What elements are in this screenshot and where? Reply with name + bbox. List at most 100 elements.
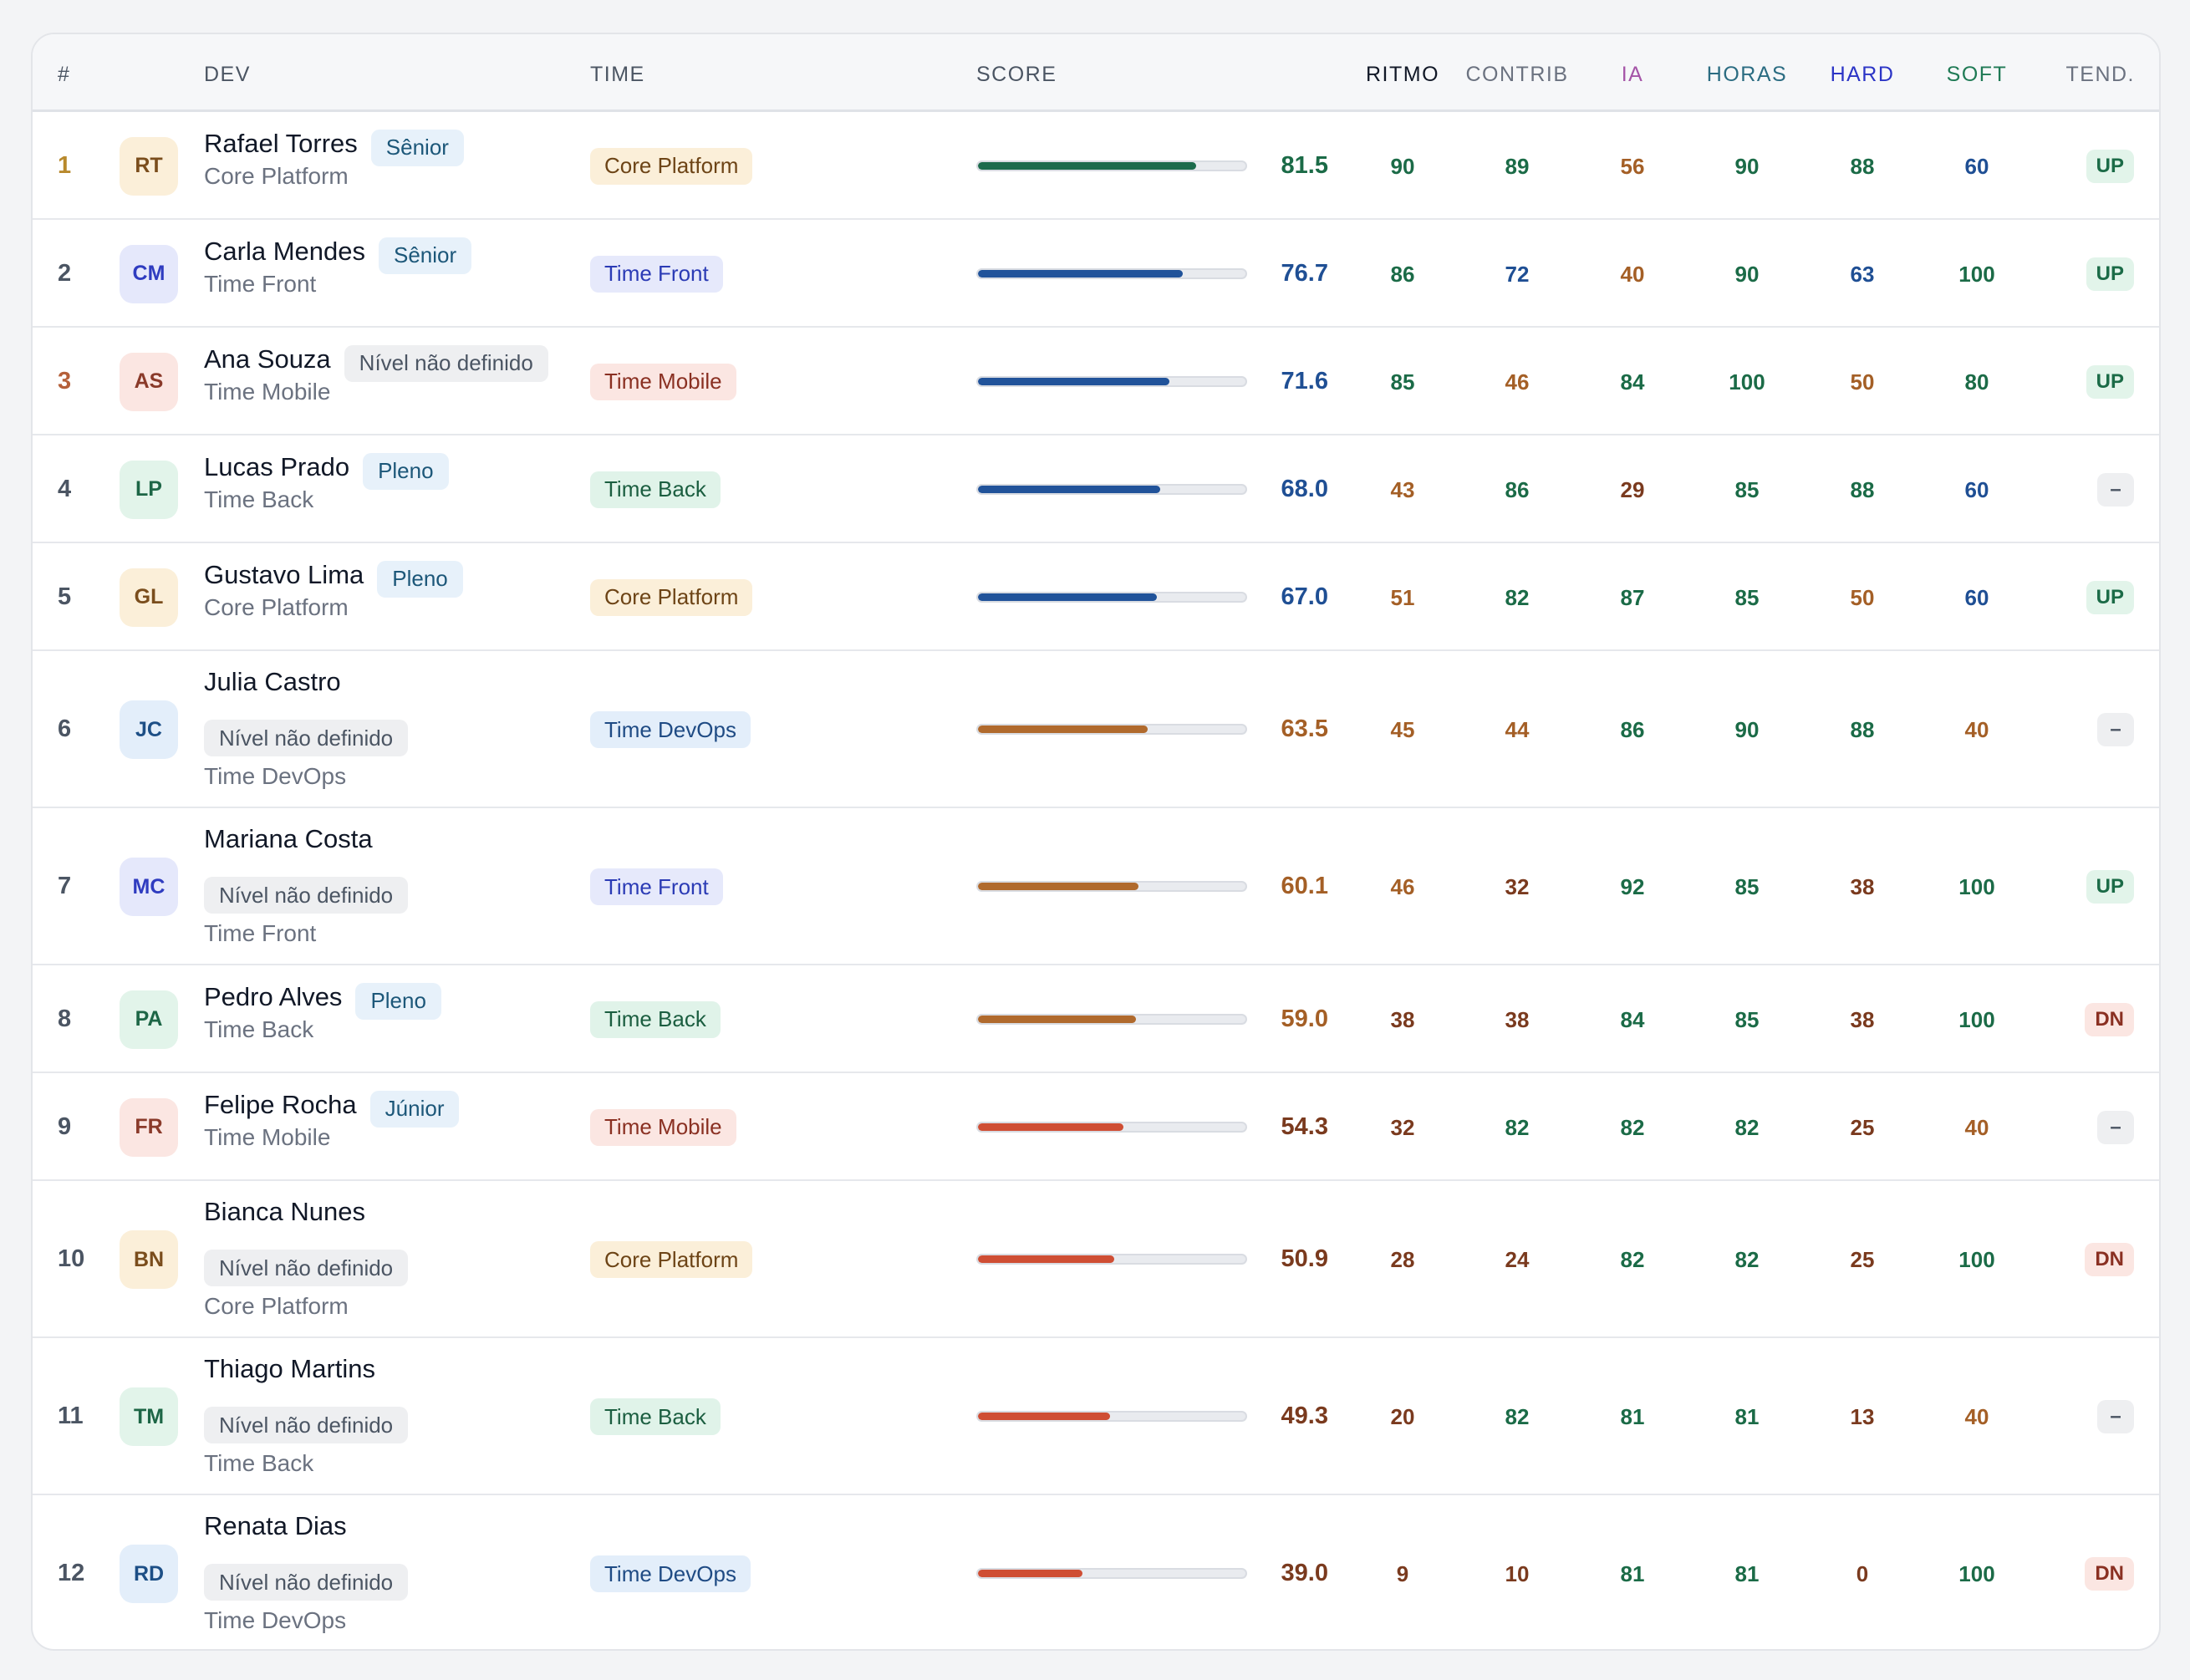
team-badge[interactable]: Time Mobile — [590, 363, 736, 400]
score-bar-fill — [978, 725, 1148, 733]
dev-name[interactable]: Felipe Rocha — [204, 1089, 357, 1119]
dev-team-subtitle: Core Platform — [204, 593, 349, 620]
dev-name[interactable]: Gustavo Lima — [204, 559, 364, 589]
score-bar — [976, 483, 1247, 495]
metric-ritmo: 9 — [1396, 1561, 1409, 1586]
dev-name[interactable]: Pedro Alves — [204, 981, 343, 1011]
col-score-header[interactable]: SCORE — [976, 63, 1057, 86]
team-badge[interactable]: Time Back — [590, 1000, 721, 1038]
level-badge: Nível não definido — [204, 877, 409, 914]
team-badge[interactable]: Time Front — [590, 255, 723, 293]
avatar: LP — [120, 460, 178, 519]
table-row[interactable]: 2 CM Carla Mendes Sênior Time Front Time Fron… — [33, 220, 2159, 328]
col-dev-header[interactable]: DEV — [204, 63, 251, 86]
metric-horas: 100 — [1729, 369, 1765, 395]
metric-ia: 81 — [1620, 1404, 1645, 1429]
metric-ia: 29 — [1620, 476, 1645, 502]
metric-contrib: 44 — [1505, 717, 1530, 742]
rank-number: 9 — [58, 1112, 72, 1140]
avatar: JC — [120, 700, 178, 759]
team-badge[interactable]: Core Platform — [590, 578, 753, 616]
dev-name[interactable]: Renata Dias — [204, 1511, 347, 1540]
score-bar — [976, 1013, 1247, 1025]
col-rank-header[interactable]: # — [58, 63, 71, 86]
team-badge[interactable]: Time Front — [590, 868, 723, 905]
metric-horas: 85 — [1734, 584, 1760, 610]
score-bar-fill — [978, 485, 1160, 493]
table-row[interactable]: 12 RD Renata Dias Nível não definido Time De… — [33, 1495, 2159, 1649]
team-badge[interactable]: Core Platform — [590, 1241, 753, 1278]
metric-soft: 60 — [1964, 584, 1989, 610]
dev-name[interactable]: Bianca Nunes — [204, 1197, 366, 1226]
avatar: CM — [120, 244, 178, 303]
team-badge[interactable]: Time DevOps — [590, 1555, 751, 1592]
score-value: 63.5 — [1281, 715, 1328, 742]
metric-contrib: 24 — [1505, 1247, 1530, 1272]
level-badge: Pleno — [377, 560, 463, 598]
dev-name[interactable]: Thiago Martins — [204, 1354, 376, 1383]
col-time-header[interactable]: TIME — [590, 63, 645, 86]
table-row[interactable]: 9 FR Felipe Rocha Júnior Time Mobile Time Mob… — [33, 1073, 2159, 1181]
team-badge[interactable]: Time Back — [590, 471, 721, 508]
col-hard-header[interactable]: HARD — [1830, 63, 1895, 86]
team-badge[interactable]: Core Platform — [590, 147, 753, 185]
score-value: 60.1 — [1281, 873, 1328, 899]
metric-contrib: 32 — [1505, 874, 1530, 899]
score-value: 49.3 — [1281, 1403, 1328, 1429]
avatar: FR — [120, 1097, 178, 1157]
dev-name[interactable]: Mariana Costa — [204, 824, 373, 853]
table-row[interactable]: 3 AS Ana Souza Nível não definido Time Mobil… — [33, 328, 2159, 435]
metric-ritmo: 20 — [1390, 1404, 1415, 1429]
metric-soft: 100 — [1958, 1247, 1995, 1272]
metric-ritmo: 28 — [1390, 1247, 1415, 1272]
table-row[interactable]: 10 BN Bianca Nunes Nível não definido Core P… — [33, 1181, 2159, 1338]
col-contrib-header[interactable]: CONTRIB — [1465, 63, 1569, 86]
metric-hard: 50 — [1850, 584, 1875, 610]
table-header: # DEV TIME SCORE RITMO CONTRIB IA HORAS … — [33, 34, 2159, 112]
table-row[interactable]: 8 PA Pedro Alves Pleno Time Back Time Back 59.… — [33, 965, 2159, 1073]
col-ritmo-header[interactable]: RITMO — [1365, 63, 1440, 86]
team-badge[interactable]: Time Mobile — [590, 1108, 736, 1146]
dev-team-subtitle: Time Back — [204, 1016, 314, 1042]
col-soft-header[interactable]: SOFT — [1946, 63, 2008, 86]
dev-name[interactable]: Lucas Prado — [204, 451, 350, 481]
metric-horas: 90 — [1734, 717, 1760, 742]
table-row[interactable]: 7 MC Mariana Costa Nível não definido Time F… — [33, 808, 2159, 965]
table-row[interactable]: 4 LP Lucas Prado Pleno Time Back Time Back 68.… — [33, 435, 2159, 543]
table-row[interactable]: 1 RT Rafael Torres Sênior Core Platform Core … — [33, 112, 2159, 220]
trend-badge: DN — [2085, 1557, 2134, 1591]
metric-horas: 90 — [1734, 153, 1760, 179]
metric-ia: 84 — [1620, 1006, 1645, 1032]
trend-badge: UP — [2086, 257, 2134, 291]
avatar: PA — [120, 990, 178, 1049]
dev-team-subtitle: Time Front — [204, 270, 317, 297]
level-badge: Nível não definido — [204, 1564, 409, 1601]
dev-name[interactable]: Rafael Torres — [204, 128, 358, 158]
avatar: RD — [120, 1545, 178, 1603]
score-bar — [976, 591, 1247, 603]
table-row[interactable]: 5 GL Gustavo Lima Pleno Core Platform Core Pl… — [33, 543, 2159, 651]
metric-soft: 80 — [1964, 369, 1989, 395]
metric-contrib: 38 — [1505, 1006, 1530, 1032]
dev-name[interactable]: Ana Souza — [204, 344, 331, 374]
metric-contrib: 89 — [1505, 153, 1530, 179]
team-badge[interactable]: Time Back — [590, 1398, 721, 1435]
avatar: TM — [120, 1387, 178, 1446]
rank-number: 6 — [58, 715, 72, 742]
score-bar-fill — [978, 161, 1196, 170]
metric-hard: 13 — [1850, 1404, 1875, 1429]
team-badge[interactable]: Time DevOps — [590, 711, 751, 748]
score-bar — [976, 160, 1247, 171]
metric-ritmo: 46 — [1390, 874, 1415, 899]
col-tend-header[interactable]: TEND. — [2065, 63, 2135, 86]
table-row[interactable]: 11 TM Thiago Martins Nível não definido Time… — [33, 1338, 2159, 1495]
col-horas-header[interactable]: HORAS — [1706, 63, 1788, 86]
metric-horas: 85 — [1734, 874, 1760, 899]
table-row[interactable]: 6 JC Julia Castro Nível não definido Time De… — [33, 651, 2159, 808]
dev-name[interactable]: Carla Mendes — [204, 236, 365, 266]
col-ia-header[interactable]: IA — [1621, 63, 1644, 86]
score-bar-fill — [978, 1570, 1082, 1577]
rank-number: 4 — [58, 475, 72, 502]
rank-number: 2 — [58, 259, 72, 287]
dev-name[interactable]: Julia Castro — [204, 667, 341, 696]
